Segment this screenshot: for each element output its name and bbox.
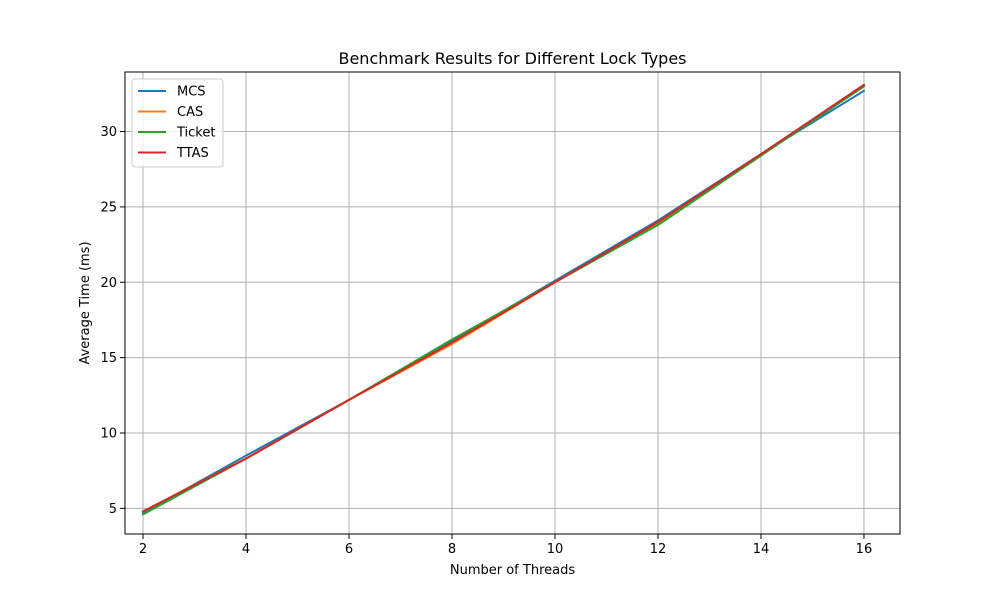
x-tick-label: 16 [856, 542, 873, 557]
legend-label-ttas: TTAS [176, 146, 209, 161]
x-axis-label: Number of Threads [450, 563, 575, 578]
y-tick-label: 10 [100, 427, 117, 442]
x-tick-label: 2 [139, 542, 147, 557]
legend-label-mcs: MCS [177, 85, 206, 100]
axis-ticks: 2 4 6 8 10 12 14 16 5 10 15 20 25 30 [100, 125, 872, 557]
y-tick-label: 30 [100, 125, 117, 140]
x-tick-label: 8 [448, 542, 456, 557]
x-tick-label: 4 [242, 542, 250, 557]
legend-label-ticket: Ticket [176, 126, 215, 141]
grid [125, 72, 900, 534]
chart-title: Benchmark Results for Different Lock Typ… [338, 49, 686, 68]
series-line-ttas [141, 83, 866, 513]
x-tick-label: 6 [345, 542, 353, 557]
legend-label-cas: CAS [177, 105, 203, 120]
x-tick-label: 14 [753, 542, 770, 557]
x-tick-label: 10 [547, 542, 564, 557]
plot-frame [124, 71, 901, 535]
x-tick-label: 12 [650, 542, 667, 557]
legend-box [131, 78, 224, 168]
y-tick-label: 20 [100, 276, 117, 291]
series-lines [141, 83, 866, 516]
y-tick-label: 15 [100, 351, 117, 366]
legend: MCS CAS Ticket TTAS [131, 78, 224, 168]
y-axis-label: Average Time (ms) [78, 241, 93, 364]
legend-items: MCS CAS Ticket TTAS [138, 85, 215, 161]
y-tick-label: 25 [100, 200, 117, 215]
y-tick-label: 5 [109, 502, 117, 517]
